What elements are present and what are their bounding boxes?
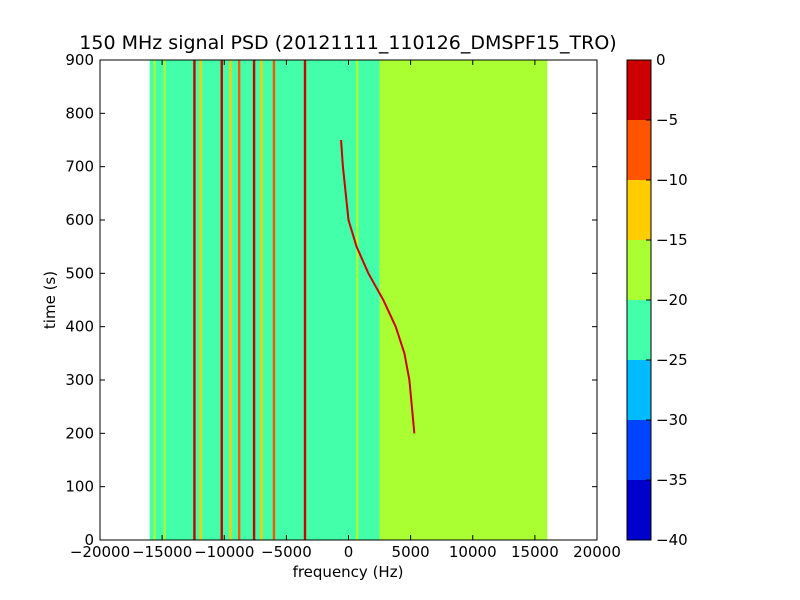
colorbar-tick-label: −30 bbox=[656, 411, 688, 429]
colorbar-segment bbox=[627, 300, 651, 360]
drifting-signal-trace bbox=[340, 139, 416, 434]
y-tick-label: 700 bbox=[65, 158, 94, 176]
spectral-line bbox=[260, 60, 263, 540]
y-tick-label: 800 bbox=[65, 104, 94, 122]
spectral-line bbox=[237, 60, 241, 540]
colorbar-tick-label: −5 bbox=[656, 111, 678, 129]
colorbar-segment bbox=[627, 180, 651, 240]
x-tick-label: −5000 bbox=[261, 543, 312, 561]
colorbar-tick-label: −35 bbox=[656, 471, 688, 489]
x-tick-label: 10000 bbox=[449, 543, 497, 561]
y-tick-label: 0 bbox=[84, 531, 94, 549]
x-tick-label: −20000 bbox=[70, 543, 130, 561]
spectral-line bbox=[229, 60, 232, 540]
x-tick-label: 20000 bbox=[573, 543, 621, 561]
colorbar-tick-label: 0 bbox=[656, 51, 666, 69]
spectral-line bbox=[252, 60, 256, 540]
x-tick-label: 15000 bbox=[511, 543, 559, 561]
spectral-line bbox=[193, 60, 196, 540]
colorbar: −40 −35 −30 −25 −20 −15 −10 −5 0 bbox=[626, 51, 688, 549]
y-tick-label: 200 bbox=[65, 424, 94, 442]
spectral-line bbox=[199, 60, 202, 540]
spectral-line bbox=[303, 60, 307, 540]
colorbar-segment bbox=[627, 420, 651, 480]
x-axis-label: frequency (Hz) bbox=[293, 563, 404, 581]
spectral-line bbox=[355, 60, 359, 540]
colorbar-segment bbox=[627, 60, 651, 120]
colorbar-segment bbox=[627, 480, 651, 540]
y-tick-label: 900 bbox=[65, 51, 94, 69]
x-tick-label: 0 bbox=[344, 543, 354, 561]
spectral-line bbox=[272, 60, 276, 540]
chart-title: 150 MHz signal PSD (20121111_110126_DMSP… bbox=[79, 32, 616, 54]
heatmap-layer bbox=[149, 60, 548, 540]
colorbar-segment bbox=[627, 360, 651, 420]
y-tick-label: 100 bbox=[65, 478, 94, 496]
x-tick-label: −10000 bbox=[194, 543, 254, 561]
plot-area: −20000 −15000 −10000 −5000 0 5000 10000 15000 20… bbox=[65, 51, 621, 561]
y-tick-label: 400 bbox=[65, 318, 94, 336]
colorbar-tick-label: −40 bbox=[656, 531, 688, 549]
y-tick-label: 300 bbox=[65, 371, 94, 389]
heatmap-region bbox=[379, 60, 548, 540]
heatmap-region bbox=[149, 60, 380, 540]
y-axis-ticks: 0 100 200 300 400 500 600 700 800 900 bbox=[65, 51, 597, 549]
colorbar-tick-label: −20 bbox=[656, 291, 688, 309]
colorbar-segment bbox=[627, 120, 651, 180]
x-tick-label: 5000 bbox=[392, 543, 430, 561]
y-tick-label: 500 bbox=[65, 264, 94, 282]
colorbar-tick-label: −25 bbox=[656, 351, 688, 369]
y-tick-label: 600 bbox=[65, 211, 94, 229]
colorbar-segment bbox=[627, 240, 651, 300]
spectral-line bbox=[153, 60, 156, 540]
x-axis-ticks: −20000 −15000 −10000 −5000 0 5000 10000 15000 20… bbox=[70, 60, 621, 561]
y-axis-label: time (s) bbox=[41, 271, 59, 329]
x-tick-label: −15000 bbox=[132, 543, 192, 561]
colorbar-tick-label: −10 bbox=[656, 171, 688, 189]
spectral-line bbox=[163, 60, 166, 540]
spectral-line bbox=[220, 60, 223, 540]
colorbar-tick-label: −15 bbox=[656, 231, 688, 249]
